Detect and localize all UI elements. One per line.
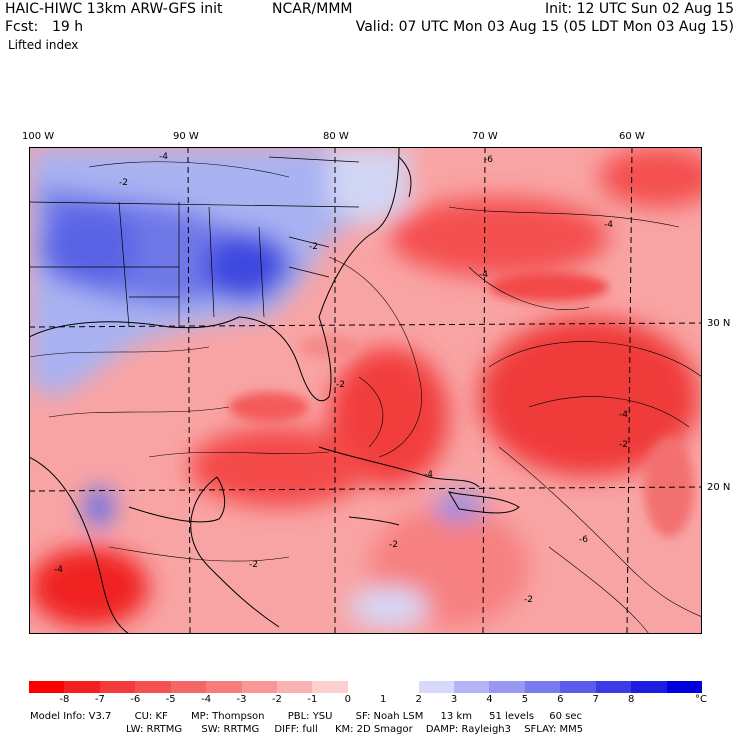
scale-label: -5 [165, 694, 176, 705]
color-scale [29, 681, 703, 693]
scale-label: 0 [344, 694, 351, 705]
scale-swatch [454, 681, 490, 693]
scale-label: 8 [627, 694, 635, 705]
scale-label: 4 [486, 694, 493, 705]
contour-label: -2 [309, 242, 318, 252]
contour-label: -2 [524, 595, 533, 605]
valid-time: Valid: 07 UTC Mon 03 Aug 15 (05 LDT Mon … [355, 19, 734, 35]
lon-label: 60 W [619, 131, 645, 142]
contour-label: -4 [54, 565, 63, 575]
scale-label: -2 [271, 694, 282, 705]
scale-label: -4 [201, 694, 212, 705]
scale-label: -3 [236, 694, 247, 705]
diffusion: DIFF: full [274, 724, 318, 735]
scale-swatch [206, 681, 242, 693]
lon-label: 100 W [22, 131, 55, 142]
scale-swatch [135, 681, 171, 693]
scale-swatch [276, 681, 313, 693]
longwave-scheme: LW: RRTMG [126, 724, 183, 735]
lon-label: 90 W [173, 131, 199, 142]
lat-label: 30 N [707, 318, 731, 329]
contour-label: -2 [249, 560, 258, 570]
map-frame [29, 147, 702, 634]
color-scale-labels: -8 -7 -6 -5 -4 -3 -2 -1 0 1 2 3 4 5 6 7 8 [29, 694, 702, 706]
lon-label: 80 W [323, 131, 349, 142]
sfc-layer: SFLAY: MM5 [524, 724, 584, 735]
contour-label: -4 [159, 152, 168, 162]
surface-scheme: SF: Noah LSM [355, 711, 424, 722]
lon-label: 70 W [472, 131, 498, 142]
lat-lon-grid [29, 147, 702, 634]
scale-label: 7 [592, 694, 599, 705]
scale-swatch [99, 681, 136, 693]
shortwave-scheme: SW: RRTMG [201, 724, 260, 735]
scale-swatch [64, 681, 100, 693]
scale-label: 6 [557, 694, 564, 705]
model-info-line2: LW: RRTMG SW: RRTMG DIFF: full KM: 2D Sm… [126, 724, 583, 735]
cumulus-scheme: CU: KF [134, 711, 168, 722]
scale-label: -1 [307, 694, 318, 705]
km-option: KM: 2D Smagor [334, 724, 413, 735]
org-label: NCAR/MMM [272, 1, 353, 17]
scale-swatch [489, 681, 525, 693]
field-shading [29, 147, 702, 627]
scale-unit: °C [695, 694, 707, 705]
scale-swatch [312, 681, 348, 693]
scale-swatch [347, 681, 384, 693]
scale-label: 3 [450, 694, 458, 705]
lat-label: 20 N [707, 482, 731, 493]
contour-label: -4 [424, 470, 433, 480]
forecast-label: Fcst: [5, 19, 39, 35]
lifted-index-map: -2 -4 -6 -2 -4 -2 -4 -2 -4 -6 -2 -2 -4 -… [29, 147, 702, 634]
microphysics-scheme: MP: Thompson [190, 711, 265, 722]
contour-label: -2 [619, 440, 628, 450]
model-version: Model Info: V3.7 [30, 711, 112, 722]
contour-label: -4 [479, 270, 488, 280]
scale-swatch [170, 681, 207, 693]
scale-swatch [595, 681, 632, 693]
model-title: HAIC-HIWC 13km ARW-GFS init [5, 1, 223, 17]
scale-label: -6 [130, 694, 141, 705]
contour-label: -2 [389, 540, 398, 550]
model-info-line1: Model Info: V3.7 CU: KF MP: Thompson PBL… [30, 711, 582, 722]
scale-swatch [418, 681, 455, 693]
forecast-hour: 19 h [52, 19, 84, 35]
timestep: 60 sec [549, 711, 583, 722]
scale-swatch [241, 681, 277, 693]
state-borders [29, 156, 360, 328]
scale-swatch [29, 681, 65, 693]
resolution: 13 km [440, 711, 472, 722]
contour-label: -2 [119, 178, 128, 188]
contour-label: -4 [619, 410, 628, 420]
scale-swatch [666, 681, 703, 693]
contour-label: -6 [484, 155, 493, 165]
field-name: Lifted index [8, 38, 79, 52]
scale-swatch [524, 681, 561, 693]
scale-swatch [560, 681, 596, 693]
contour-labels: -2 -4 -6 -2 -4 -2 -4 -2 -4 -6 -2 -2 -4 -… [54, 152, 628, 605]
scale-label: -7 [94, 694, 105, 705]
contour-label: -4 [604, 220, 613, 230]
damping: DAMP: Rayleigh3 [425, 724, 512, 735]
scale-label: 2 [415, 694, 422, 705]
contour-label: -2 [336, 380, 345, 390]
scale-swatch [383, 681, 419, 693]
scale-label: -8 [59, 694, 70, 705]
scale-label: 1 [380, 694, 387, 705]
scale-swatch [631, 681, 667, 693]
contours [29, 161, 702, 634]
init-time: Init: 12 UTC Sun 02 Aug 15 [545, 1, 734, 17]
contour-label: -6 [579, 535, 588, 545]
vertical-levels: 51 levels [489, 711, 535, 722]
scale-label: 5 [521, 694, 529, 705]
pbl-scheme: PBL: YSU [287, 711, 333, 722]
